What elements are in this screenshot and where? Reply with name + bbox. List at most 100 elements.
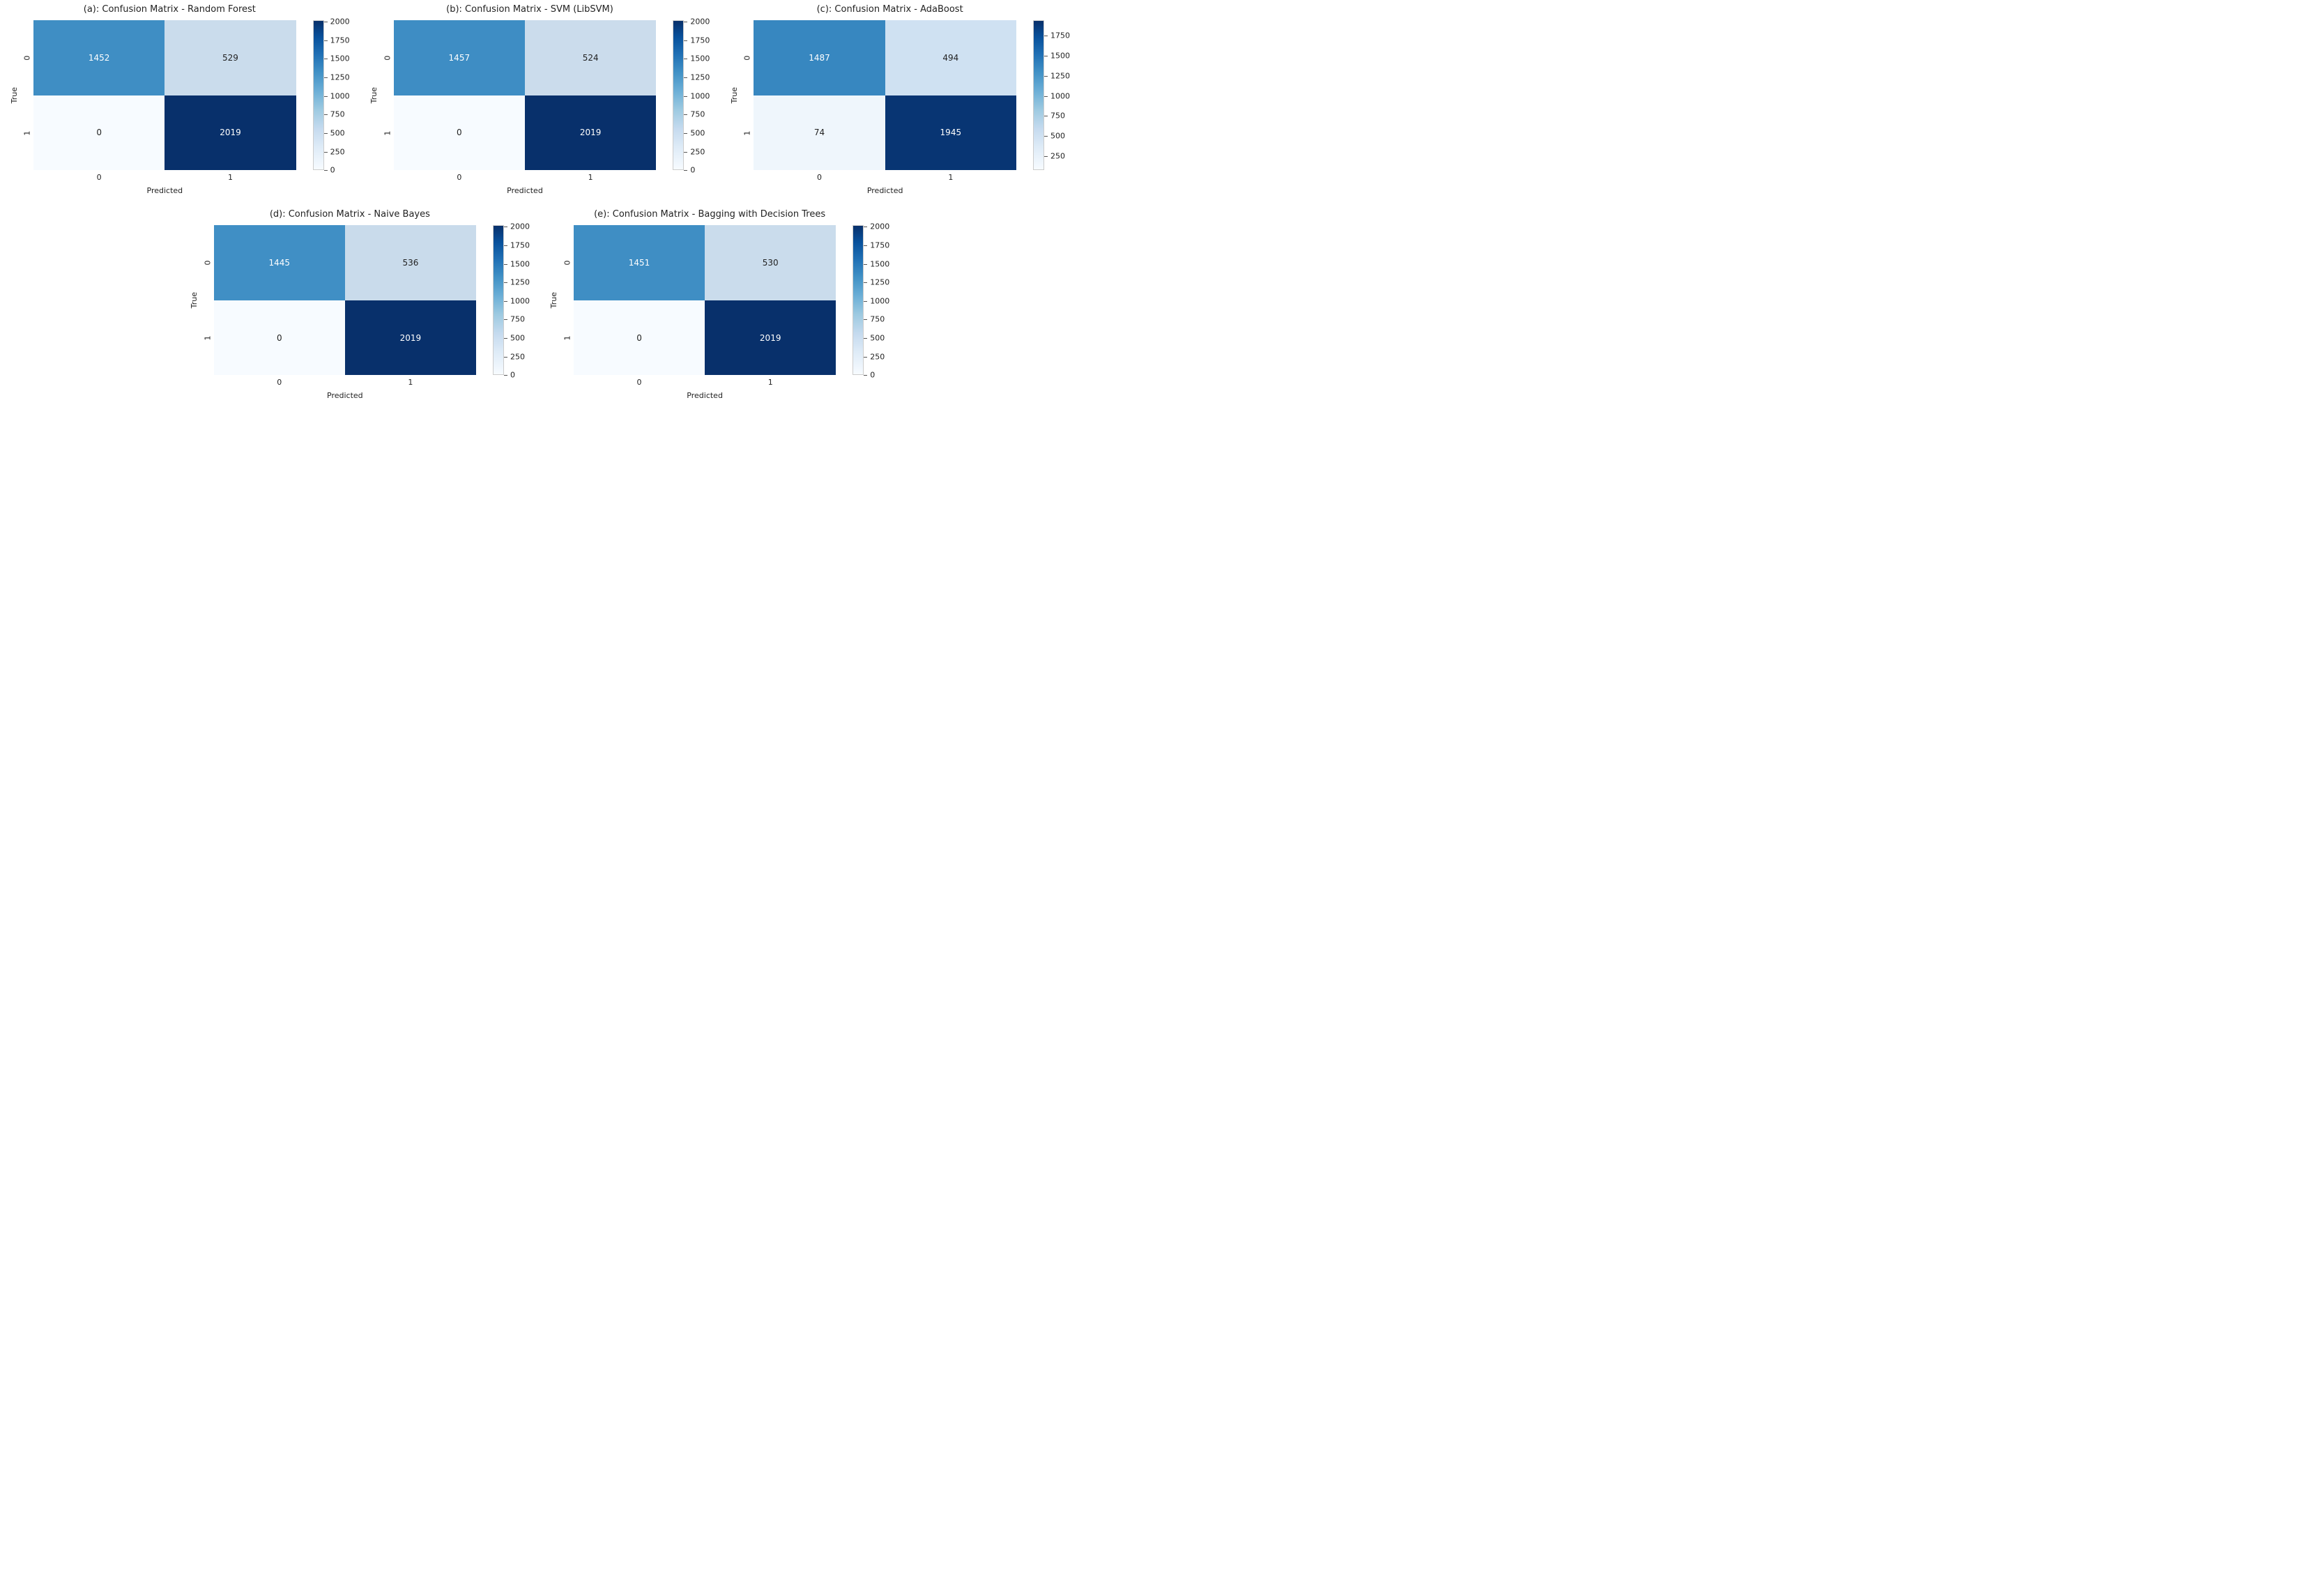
- colorbar-gradient: [673, 20, 684, 170]
- colorbar-tickmark: [864, 338, 867, 339]
- spacer: [836, 375, 900, 400]
- x-axis-inner: 01Predicted: [394, 170, 657, 195]
- heatmap-cell: 1452: [33, 20, 165, 95]
- xtick: 0: [214, 378, 345, 387]
- colorbar-tickmark: [324, 170, 328, 171]
- colorbar-tickmark: [684, 40, 687, 41]
- heatmap-matrix: 145153002019: [574, 225, 836, 375]
- heatmap-cell: 74: [754, 95, 885, 171]
- panel-title: (d): Confusion Matrix - Naive Bayes: [160, 209, 540, 220]
- heatmap-cell: 2019: [525, 95, 656, 171]
- x-axis: 01Predicted: [367, 170, 721, 195]
- xtick: 1: [885, 173, 1016, 182]
- colorbar-ticklabel: 750: [1050, 112, 1065, 121]
- colorbar-ticklabel: 1750: [690, 36, 710, 45]
- colorbar-tickmark: [684, 133, 687, 134]
- spacer: [296, 170, 360, 195]
- panel-title: (a): Confusion Matrix - Random Forest: [0, 4, 360, 15]
- colorbar: 025050075010001250150017502000: [313, 20, 360, 170]
- spacer: [7, 170, 33, 195]
- colorbar-ticklabel: 0: [690, 166, 695, 175]
- xtick: 0: [574, 378, 705, 387]
- figure-grid: (a): Confusion Matrix - Random ForestTru…: [7, 4, 1080, 400]
- colorbar-ticks: 2505007501000125015001750: [1044, 20, 1080, 170]
- ytick: 0: [561, 225, 574, 300]
- colorbar-tickmark: [504, 282, 507, 283]
- colorbar-tickmark: [504, 375, 507, 376]
- xticks: 01: [214, 378, 476, 387]
- ylabel-column: True: [367, 20, 381, 170]
- colorbar-ticklabel: 1500: [330, 54, 350, 63]
- colorbar-tickmark: [504, 245, 507, 246]
- heatmap-row: 02019: [214, 300, 476, 376]
- colorbar-ticklabel: 2000: [870, 222, 889, 231]
- colorbar-ticklabel: 0: [870, 371, 875, 380]
- colorbar-tickmark: [684, 77, 687, 78]
- heatmap-cell: 494: [885, 20, 1016, 95]
- colorbar-ticklabel: 0: [510, 371, 515, 380]
- spacer: [188, 375, 214, 400]
- colorbar-ticks: 025050075010001250150017502000: [504, 225, 540, 375]
- colorbar-tickmark: [864, 282, 867, 283]
- spacer: [656, 170, 720, 195]
- xtick: 0: [394, 173, 525, 182]
- heatmap-cell: 0: [394, 95, 525, 171]
- xtick: 0: [754, 173, 885, 182]
- heatmap-cell: 1445: [214, 225, 345, 300]
- heatmap-block: 145752402019: [394, 20, 657, 170]
- ytick: 0: [741, 20, 754, 95]
- heatmap-row: 02019: [394, 95, 657, 171]
- xticks: 01: [33, 173, 296, 182]
- xticks: 01: [754, 173, 1016, 182]
- colorbar-tickmark: [684, 170, 687, 171]
- heatmap-cell: 524: [525, 20, 656, 95]
- heatmap-matrix: 145252902019: [33, 20, 296, 170]
- yticks: 01: [21, 20, 33, 170]
- colorbar-ticklabel: 250: [1050, 151, 1065, 160]
- ytick: 1: [561, 300, 574, 376]
- heatmap-row: 1457524: [394, 20, 657, 95]
- colorbar-ticks: 025050075010001250150017502000: [684, 20, 720, 170]
- heatmap-row: 02019: [574, 300, 836, 376]
- ylabel: True: [190, 292, 199, 308]
- colorbar-tickmark: [864, 375, 867, 376]
- xlabel: Predicted: [754, 186, 1016, 195]
- ytick: 1: [741, 95, 754, 171]
- heatmap-wrapper: True011445536020190250500750100012501500…: [188, 225, 540, 375]
- heatmap-block: 145252902019: [33, 20, 296, 170]
- heatmap-cell: 2019: [345, 300, 476, 376]
- colorbar-tickmark: [324, 152, 328, 153]
- heatmap-cell: 0: [214, 300, 345, 376]
- colorbar-ticklabel: 1750: [510, 240, 530, 250]
- x-axis-inner: 01 Predicted: [754, 170, 1016, 195]
- colorbar-ticklabel: 500: [510, 334, 525, 343]
- colorbar-tickmark: [1044, 156, 1048, 157]
- colorbar-ticklabel: 1000: [870, 296, 889, 305]
- heatmap-cell: 2019: [705, 300, 836, 376]
- confusion-matrix-e: (e): Confusion Matrix - Bagging with Dec…: [547, 209, 900, 400]
- heatmap-cell: 1457: [394, 20, 525, 95]
- colorbar-ticklabel: 1000: [690, 91, 710, 100]
- colorbar-ticklabel: 250: [690, 147, 705, 156]
- colorbar-tickmark: [864, 264, 867, 265]
- colorbar-tickmark: [1044, 136, 1048, 137]
- heatmap-wrapper: True01145153002019 0250500750100012501500…: [547, 225, 900, 375]
- colorbar-ticklabel: 1500: [510, 259, 530, 268]
- yticks: 01: [741, 20, 754, 170]
- confusion-matrix-d: (d): Confusion Matrix - Naive BayesTrue0…: [188, 209, 540, 400]
- panel-title: (e): Confusion Matrix - Bagging with Dec…: [519, 209, 900, 220]
- heatmap-row: 741945: [754, 95, 1016, 171]
- colorbar-ticks: 025050075010001250150017502000: [864, 225, 900, 375]
- colorbar-ticklabel: 2000: [330, 17, 350, 26]
- heatmap-cell: 0: [33, 95, 165, 171]
- colorbar-gradient: [493, 225, 504, 375]
- heatmap-block: 144553602019: [214, 225, 476, 375]
- ylabel: True: [549, 292, 558, 308]
- colorbar-ticklabel: 1750: [1050, 31, 1070, 40]
- colorbar-tickmark: [324, 133, 328, 134]
- ylabel-column: True: [547, 225, 561, 375]
- colorbar-tickmark: [684, 114, 687, 115]
- colorbar-tickmark: [504, 338, 507, 339]
- colorbar-tickmark: [1044, 96, 1048, 97]
- colorbar-ticklabel: 250: [330, 147, 345, 156]
